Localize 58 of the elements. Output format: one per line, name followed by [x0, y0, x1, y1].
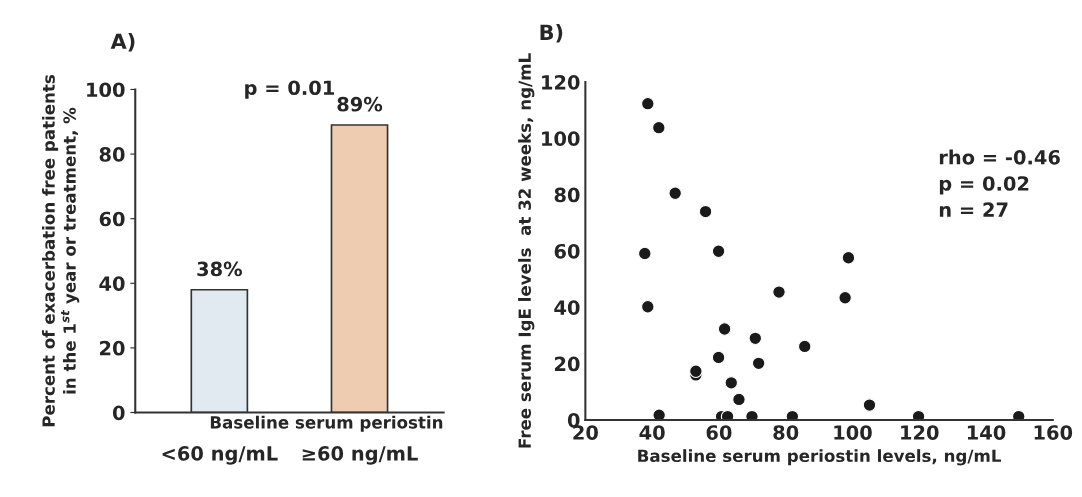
data-label: 89%: [337, 96, 383, 112]
y-tick-label: 40: [554, 300, 580, 315]
point: [862, 398, 877, 412]
point: [785, 409, 800, 420]
point: [698, 204, 713, 219]
x-tick-label: 160: [1034, 425, 1073, 440]
y-tick-label: 40: [99, 276, 125, 291]
annotation: n = 27: [939, 202, 1008, 217]
point: [720, 409, 735, 420]
y-tick-label: 120: [542, 74, 580, 90]
x-tick-label: 100: [834, 425, 872, 440]
x-tick-label: <60 ng/mL: [162, 446, 278, 465]
y-tick-label: 80: [99, 147, 125, 162]
x-axis-title: Baseline serum periostin levels, ng/mL: [638, 449, 1001, 466]
x-tick-label: 80: [773, 425, 799, 440]
x-tick-label: 40: [639, 425, 665, 440]
point: [1011, 409, 1026, 420]
point: [689, 364, 703, 379]
data-label: 38%: [197, 261, 242, 277]
point: [652, 408, 666, 420]
point: [911, 409, 926, 420]
point: [732, 392, 746, 407]
point: [652, 120, 666, 135]
point: [841, 250, 856, 265]
x-axis-title: Baseline serum periostin: [210, 415, 443, 432]
point: [711, 244, 726, 259]
y-tick-label: 20: [100, 340, 125, 356]
point: [724, 376, 739, 390]
y-tick-label: 100: [87, 82, 125, 98]
y-tick-label: 0: [112, 405, 125, 421]
point: [772, 285, 786, 299]
chart-title: A): [110, 33, 135, 52]
y-tick-label: 100: [542, 131, 580, 146]
point: [641, 299, 655, 314]
y-tick-label: 60: [99, 211, 125, 227]
annotation: p = 0.02: [939, 176, 1029, 195]
y-tick-label: 20: [554, 356, 580, 372]
x-tick-label: 140: [967, 425, 1006, 440]
point: [838, 290, 852, 305]
point: [748, 331, 763, 346]
point: [745, 409, 759, 420]
point: [717, 322, 732, 336]
point: [711, 350, 726, 365]
x-tick-label: 120: [901, 425, 939, 440]
y-axis-title: Percent of exacerbation free patients in the 1$^{st}$ year or treatment, %: [41, 75, 80, 427]
y-tick-label: 80: [554, 187, 580, 203]
y-axis-title: Free serum IgE levels at 32 weeks, ng/mL: [518, 53, 535, 448]
x-tick-label: ≥60 ng/mL: [302, 446, 418, 465]
point: [668, 186, 682, 201]
annotation: rho = -0.46: [939, 149, 1060, 165]
x-tick-label: 60: [706, 425, 732, 440]
point: [641, 96, 655, 111]
point: [797, 339, 812, 354]
y-tick-label: 60: [554, 243, 580, 259]
point: [751, 356, 766, 371]
annotation: p = 0.01: [245, 80, 334, 99]
chart-title: B): [540, 24, 563, 43]
point: [638, 246, 652, 261]
